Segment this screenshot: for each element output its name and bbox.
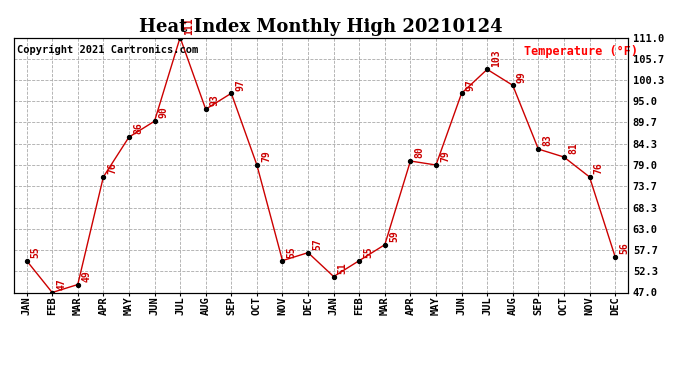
Point <box>533 146 544 152</box>
Point <box>200 106 211 112</box>
Point <box>380 242 391 248</box>
Text: 83: 83 <box>542 135 553 146</box>
Point <box>302 250 313 256</box>
Text: 55: 55 <box>286 246 297 258</box>
Text: Copyright 2021 Cartronics.com: Copyright 2021 Cartronics.com <box>17 45 198 55</box>
Point <box>175 34 186 40</box>
Text: 55: 55 <box>31 246 41 258</box>
Point <box>124 134 135 140</box>
Text: 97: 97 <box>466 79 475 90</box>
Text: 97: 97 <box>235 79 246 90</box>
Point <box>431 162 442 168</box>
Text: 55: 55 <box>364 246 373 258</box>
Text: 90: 90 <box>159 106 168 118</box>
Text: 93: 93 <box>210 95 220 106</box>
Point <box>277 258 288 264</box>
Point <box>98 174 109 180</box>
Text: 51: 51 <box>338 262 348 274</box>
Point <box>47 290 58 296</box>
Point <box>149 118 160 124</box>
Point <box>251 162 262 168</box>
Point <box>405 158 416 164</box>
Text: 99: 99 <box>517 71 527 82</box>
Text: 79: 79 <box>261 150 271 162</box>
Point <box>21 258 32 264</box>
Point <box>507 82 518 88</box>
Text: 81: 81 <box>568 142 578 154</box>
Point <box>558 154 569 160</box>
Text: 111: 111 <box>184 17 195 35</box>
Point <box>584 174 595 180</box>
Text: 86: 86 <box>133 123 143 134</box>
Point <box>226 90 237 96</box>
Point <box>328 274 339 280</box>
Text: 79: 79 <box>440 150 450 162</box>
Text: 47: 47 <box>57 278 66 290</box>
Point <box>456 90 467 96</box>
Text: Temperature (°F): Temperature (°F) <box>524 45 638 58</box>
Text: 76: 76 <box>593 162 604 174</box>
Text: 49: 49 <box>82 270 92 282</box>
Text: 76: 76 <box>108 162 117 174</box>
Title: Heat Index Monthly High 20210124: Heat Index Monthly High 20210124 <box>139 18 502 36</box>
Point <box>72 282 83 288</box>
Point <box>482 66 493 72</box>
Point <box>354 258 365 264</box>
Text: 57: 57 <box>312 238 322 250</box>
Text: 103: 103 <box>491 49 502 67</box>
Point <box>609 254 620 260</box>
Text: 59: 59 <box>389 230 399 242</box>
Text: 80: 80 <box>415 147 424 158</box>
Text: 56: 56 <box>619 242 629 254</box>
